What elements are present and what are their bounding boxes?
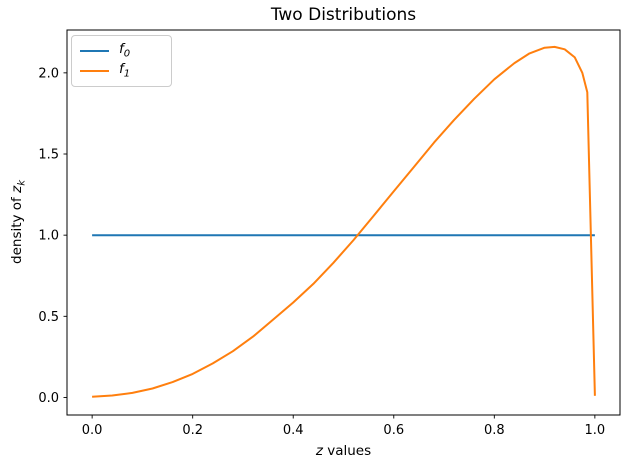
- y-tick-label: 0.5: [38, 310, 59, 325]
- chart-title: Two Distributions: [270, 5, 417, 25]
- legend-line-sample-f0: [80, 49, 109, 53]
- plot-area-background: [67, 30, 620, 415]
- y-axis-label-sub: k: [16, 180, 28, 186]
- legend-item-f1: f1: [80, 60, 163, 80]
- legend-item-f0: f0: [80, 40, 163, 60]
- y-axis-label-var: z: [9, 185, 25, 193]
- axes-border: [66, 29, 621, 416]
- x-axis-label-var: z: [315, 443, 323, 459]
- y-tick-label: 2.0: [38, 66, 59, 81]
- legend-label-f0-sub: 0: [123, 48, 131, 60]
- x-tick-label: 0.6: [383, 423, 404, 438]
- y-tick-label: 1.0: [38, 229, 59, 244]
- y-axis-label-prefix: density of: [9, 192, 25, 264]
- y-tick-label: 0.0: [38, 391, 59, 406]
- x-axis-label-rest: values: [322, 443, 372, 459]
- x-tick-label: 0.2: [182, 423, 203, 438]
- legend-label-f0-var: f: [119, 40, 124, 57]
- x-axis-label: z values: [67, 443, 620, 459]
- legend-line-sample-f1: [80, 69, 109, 73]
- x-tick-label: 1.0: [585, 423, 606, 438]
- series-line-f1: [92, 45, 596, 398]
- y-axis-label: density of zk: [9, 180, 28, 264]
- y-tick-label: 1.5: [38, 148, 59, 163]
- legend-label-f0: f0: [119, 40, 131, 60]
- x-tick-label: 0.4: [283, 423, 304, 438]
- legend-label-f1: f1: [119, 60, 131, 80]
- legend-label-f1-sub: 1: [123, 68, 131, 80]
- x-tick-label: 0.0: [82, 423, 103, 438]
- x-tick-label: 0.8: [484, 423, 505, 438]
- legend-label-f1-var: f: [119, 60, 124, 77]
- legend: f0 f1: [71, 35, 172, 87]
